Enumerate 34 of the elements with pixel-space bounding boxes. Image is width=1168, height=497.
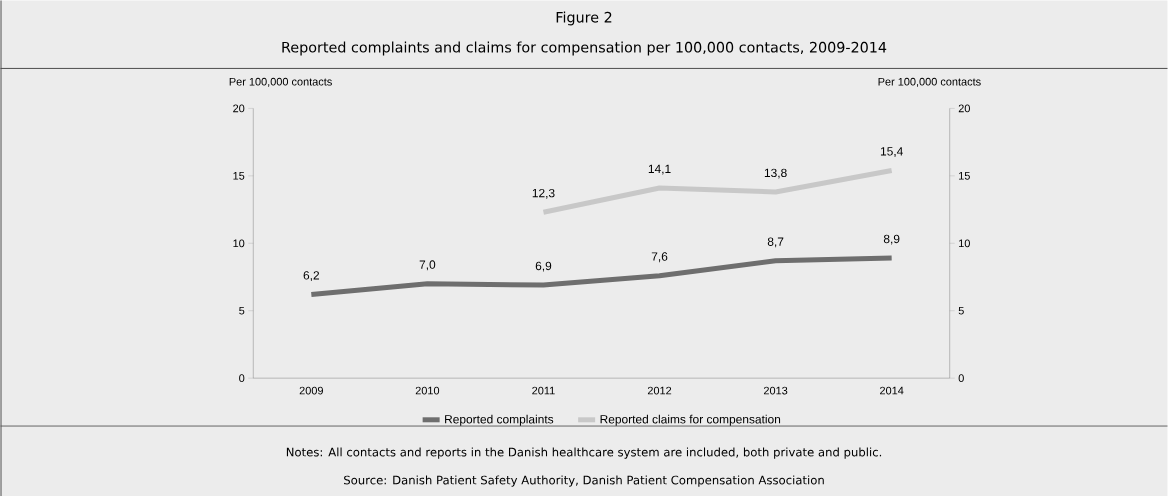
data-label: 12,3 bbox=[532, 189, 555, 199]
y-axis-title: Per 100,000 contacts bbox=[229, 78, 332, 88]
x-tick-label: 2010 bbox=[415, 386, 440, 395]
text: Notes: All contacts and reports in the Danish healthcare system are included, both private and public. bbox=[286, 447, 882, 459]
data-label: 14,1 bbox=[648, 164, 671, 175]
y-tick-label: 10 bbox=[233, 239, 245, 248]
source-note: Source: Danish Patient Safety Authority, Danish Patient Compensation Association bbox=[344, 475, 824, 487]
y2-tick-label: 10 bbox=[959, 239, 970, 248]
x-tick-label: 2012 bbox=[647, 386, 672, 395]
data-label: 13,8 bbox=[764, 168, 787, 179]
y-tick-label: 0 bbox=[239, 374, 245, 383]
data-label: 7,6 bbox=[651, 252, 668, 263]
y2-tick-label: 15 bbox=[959, 172, 970, 180]
data-label: 8,7 bbox=[767, 237, 784, 248]
legend-label: Reported complaints bbox=[445, 414, 554, 427]
y-tick-label: 15 bbox=[233, 172, 245, 180]
chart-title: Figure 2 bbox=[556, 11, 612, 26]
legend-label: Reported claims for compensation bbox=[600, 414, 781, 427]
y2-axis-title: Per 100,000 contacts bbox=[878, 78, 981, 88]
y2-tick-label: 5 bbox=[958, 307, 964, 315]
data-label: 7,0 bbox=[419, 260, 436, 271]
x-tick-label: 2011 bbox=[532, 386, 555, 395]
y-tick-label: 20 bbox=[233, 104, 245, 113]
data-label: 6,9 bbox=[535, 261, 552, 272]
x-tick-label: 2009 bbox=[299, 386, 323, 395]
data-label: 8,9 bbox=[883, 234, 900, 245]
data-label: 6,2 bbox=[303, 271, 320, 282]
y2-tick-label: 20 bbox=[958, 104, 970, 113]
y-tick-label: 5 bbox=[239, 307, 245, 315]
x-tick-label: 2014 bbox=[880, 386, 904, 395]
chart-subtitle: Reported complaints and claims for compensation per 100,000 contacts, 2009-2014 bbox=[282, 41, 887, 56]
data-label: 15,4 bbox=[880, 147, 903, 158]
x-tick-label: 2013 bbox=[763, 386, 788, 395]
y2-tick-label: 0 bbox=[958, 374, 964, 383]
